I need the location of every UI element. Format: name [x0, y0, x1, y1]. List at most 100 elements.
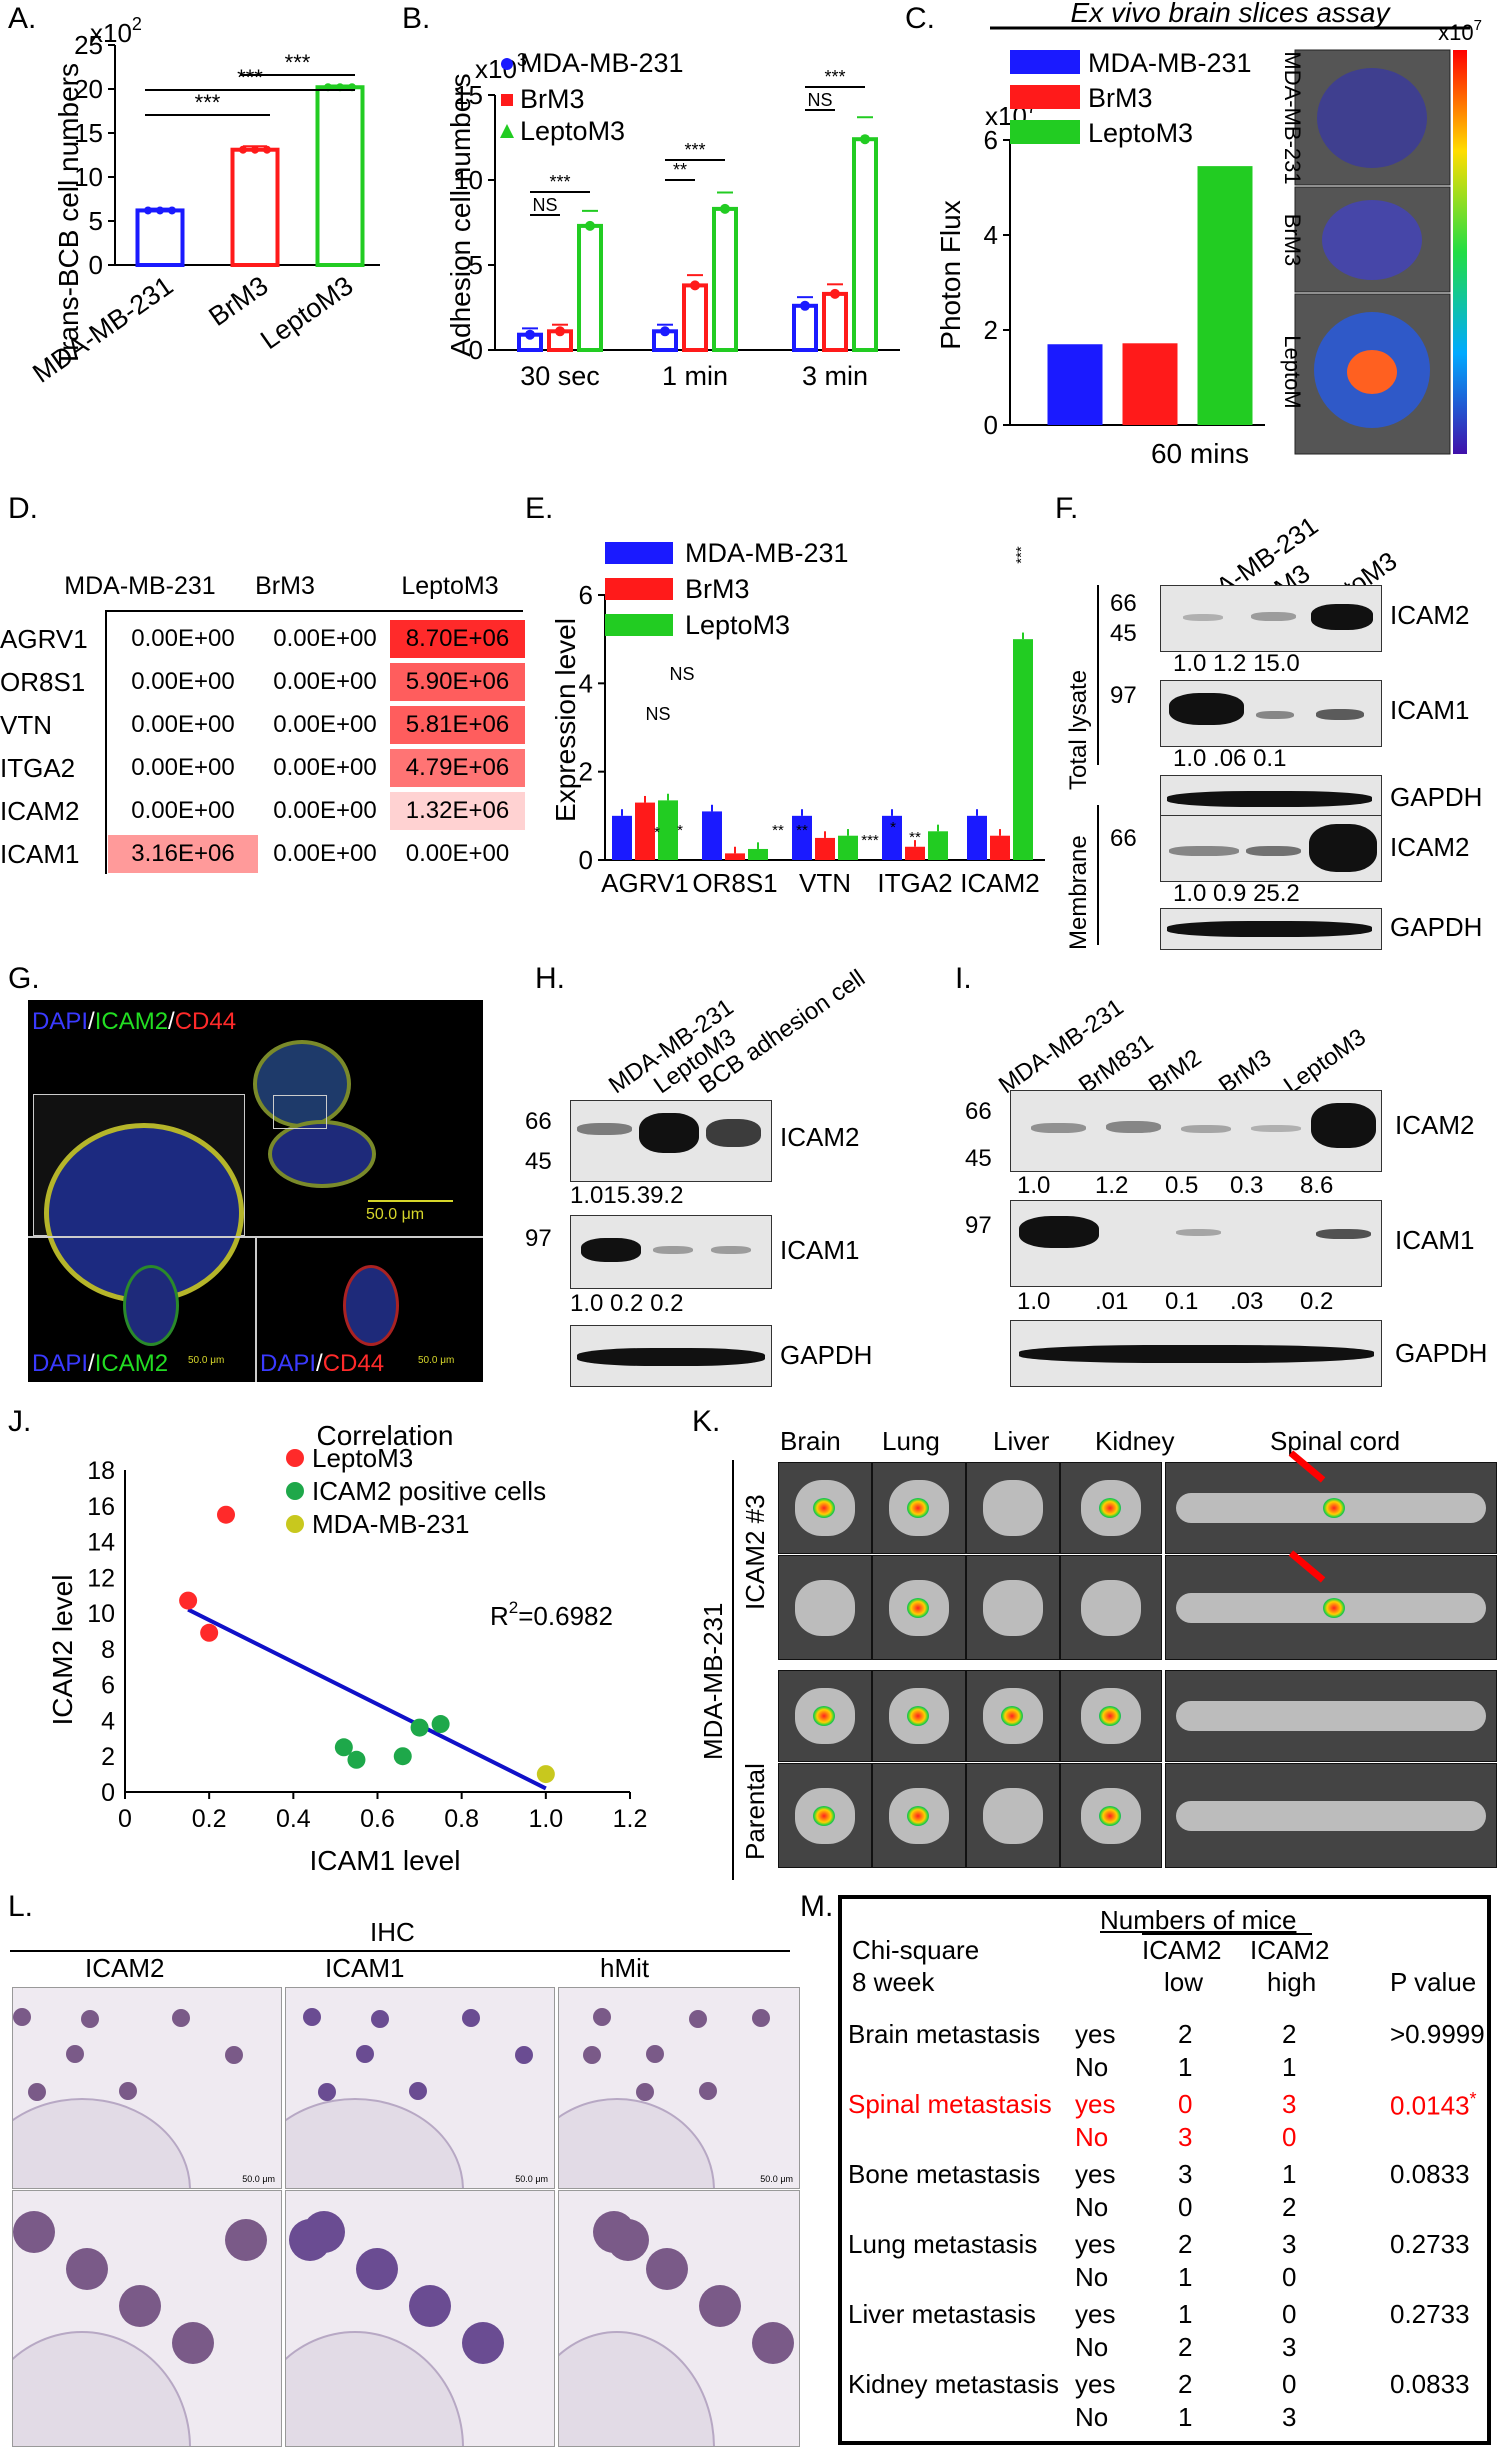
m-yes-high: 3 — [1282, 2229, 1297, 2259]
h-mw-45: 45 — [525, 1148, 552, 1175]
i-mw-45: 45 — [965, 1145, 992, 1172]
l-scale: 50.0 μm — [760, 2174, 793, 2184]
j-ytick-label: 6 — [101, 1672, 115, 1700]
c-bar — [1122, 343, 1178, 425]
c-bar — [1197, 166, 1253, 425]
b-xtick-label: 3 min — [802, 361, 868, 391]
d-cell: 1.32E+06 — [390, 792, 525, 830]
l-cell — [356, 2248, 398, 2290]
d-gene-label: ITGA2 — [0, 753, 76, 783]
m-no: No — [1075, 2262, 1109, 2292]
m-site: Bone metastasis — [848, 2159, 1041, 2189]
b-ytick-label: 15 — [454, 80, 483, 110]
d-cell: 5.90E+06 — [390, 663, 525, 701]
b-sig-label: *** — [684, 140, 705, 160]
e-bar — [658, 800, 678, 860]
g-stain-label: DAPI/ICAM2/CD44 — [32, 1008, 237, 1035]
k-image-tile — [872, 1763, 966, 1868]
c-legend-swatch — [1010, 120, 1080, 144]
chart-j-r2: R2=0.6982 — [490, 1598, 613, 1631]
f-quant-3: 1.0 0.9 25.2 — [1173, 880, 1300, 907]
b-legend-marker — [501, 58, 513, 70]
k-row-bracket — [732, 1460, 734, 1880]
l-ihc-tile: 50.0 μm — [285, 1987, 555, 2189]
k-signal — [1099, 1498, 1121, 1518]
panel-label-a: A. — [8, 2, 37, 35]
d-gene-label: OR8S1 — [0, 667, 86, 697]
d-cell: 0.00E+00 — [405, 840, 510, 867]
a-point — [263, 145, 271, 154]
m-yes-high: 0 — [1282, 2369, 1297, 2399]
m-yes: yes — [1075, 2369, 1116, 2399]
j-legend-marker — [286, 1482, 304, 1500]
g-scale-small-1: 50.0 μm — [188, 1355, 225, 1366]
f-mw-45: 45 — [1110, 620, 1137, 647]
k-organ — [983, 1787, 1043, 1844]
panel-label-e: E. — [525, 492, 554, 525]
b-point — [585, 220, 595, 231]
l-cell — [289, 2218, 331, 2261]
panel-label-j: J. — [8, 1405, 32, 1438]
c-legend-label: LeptoM3 — [1088, 118, 1193, 148]
m-no: No — [1075, 2122, 1109, 2152]
chart-j-ylabel: ICAM2 level — [47, 1575, 78, 1726]
g-stain-label-left: DAPI/ICAM2 — [32, 1350, 169, 1377]
j-ytick-label: 12 — [87, 1564, 115, 1592]
k-image-tile — [966, 1555, 1060, 1660]
b-sig-label: ** — [673, 160, 687, 180]
m-site: Spinal metastasis — [848, 2089, 1052, 2119]
l-title: IHC — [370, 1917, 415, 1947]
c-legend-swatch — [1010, 85, 1080, 109]
k-image-tile — [1165, 1763, 1497, 1868]
d-gene-label: ICAM1 — [0, 839, 80, 869]
e-bar — [905, 846, 925, 860]
j-legend-label: ICAM2 positive cells — [312, 1476, 546, 1506]
e-bar — [882, 815, 902, 860]
b-ytick-label: 5 — [469, 250, 483, 280]
k-organ — [795, 1579, 855, 1636]
j-ytick-label: 18 — [87, 1457, 115, 1485]
m-yes-low: 2 — [1178, 2019, 1193, 2049]
m-no: No — [1075, 2402, 1109, 2432]
chart-b-ylabel: Adhesion cell numbers — [445, 73, 476, 356]
c-legend-swatch — [1010, 50, 1080, 74]
i-blot-icam2 — [1010, 1090, 1382, 1172]
i-mw-66: 66 — [965, 1098, 992, 1125]
f-target-gapdh-2: GAPDH — [1390, 912, 1483, 942]
d-cell: 0.00E+00 — [131, 754, 235, 781]
l-cell — [636, 2083, 654, 2101]
j-point — [431, 1715, 450, 1734]
k-arrow — [1288, 1549, 1326, 1583]
j-ytick-label: 8 — [101, 1636, 115, 1664]
e-bar — [725, 853, 745, 860]
m-no-low: 1 — [1178, 2052, 1193, 2082]
m-no-low: 1 — [1178, 2402, 1193, 2432]
d-cell: 0.00E+00 — [273, 711, 377, 738]
e-xtick-label: VTN — [799, 868, 851, 898]
panel-label-g: G. — [8, 962, 40, 995]
e-bar — [990, 835, 1010, 860]
e-legend-swatch — [605, 614, 673, 636]
chart-c: Ex vivo brain slices assay x107 Photon F… — [935, 0, 1482, 469]
k-image-tile — [966, 1462, 1060, 1554]
h-quant-1: 1.015.39.2 — [570, 1182, 684, 1209]
m-no-high: 3 — [1282, 2332, 1297, 2362]
h-mw-66: 66 — [525, 1108, 552, 1135]
j-ytick-label: 4 — [101, 1707, 115, 1735]
g-scale-small-2: 50.0 μm — [418, 1355, 455, 1366]
m-no-low: 2 — [1178, 2332, 1193, 2362]
chart-j-title: Correlation — [317, 1420, 454, 1451]
l-tissue — [13, 2331, 192, 2446]
m-no-low: 3 — [1178, 2122, 1193, 2152]
b-legend-marker — [500, 124, 514, 138]
e-ytick-label: 0 — [579, 845, 593, 875]
f-mw-97: 97 — [1110, 682, 1137, 709]
m-site: Lung metastasis — [848, 2229, 1038, 2259]
l-ihc-tile: 50.0 μm — [558, 1987, 800, 2189]
f-blot-icam2 — [1160, 585, 1382, 652]
l-cell — [13, 2211, 55, 2253]
c-ytick-label: 4 — [984, 220, 998, 250]
g-cell-2 — [268, 1120, 376, 1188]
k-organ — [1081, 1579, 1141, 1636]
f-quant-1: 1.0 1.2 15.0 — [1173, 650, 1300, 677]
